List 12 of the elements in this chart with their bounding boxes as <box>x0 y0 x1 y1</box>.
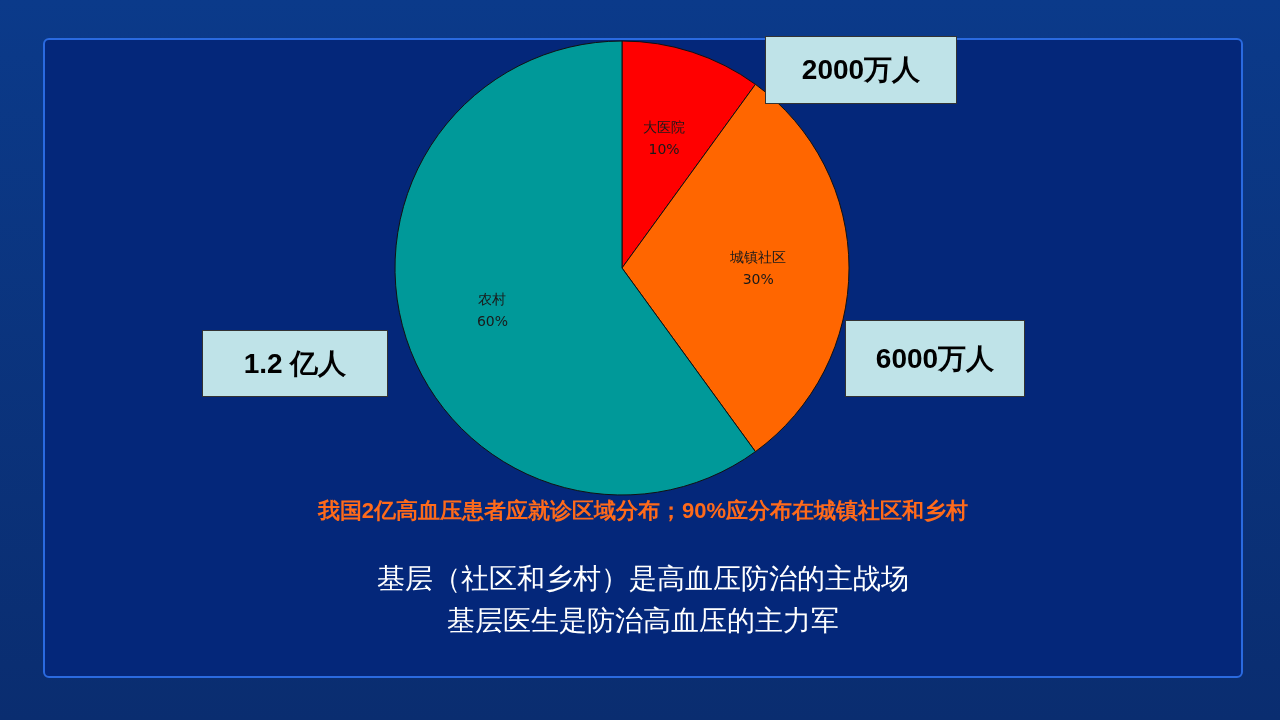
text: 2000万人 <box>765 36 957 104</box>
text: 我国2亿高血压患者应就诊区域分布；90%应分布在城镇社区和乡村 <box>316 497 970 525</box>
slice-label: 大医院 <box>643 119 686 136</box>
text: 基层医生是防治高血压的主力军 <box>446 604 840 638</box>
text: 6000万人 <box>845 320 1025 397</box>
slice-label: 农村 <box>478 291 507 308</box>
data-label: 30% <box>742 271 774 287</box>
text: 基层（社区和乡村）是高血压防治的主战场 <box>376 562 910 596</box>
data-label: 10% <box>648 141 680 158</box>
text: 1.2 亿人 <box>202 330 388 397</box>
data-label: 60% <box>476 313 509 330</box>
slice-label: 城镇社区 <box>729 249 787 265</box>
